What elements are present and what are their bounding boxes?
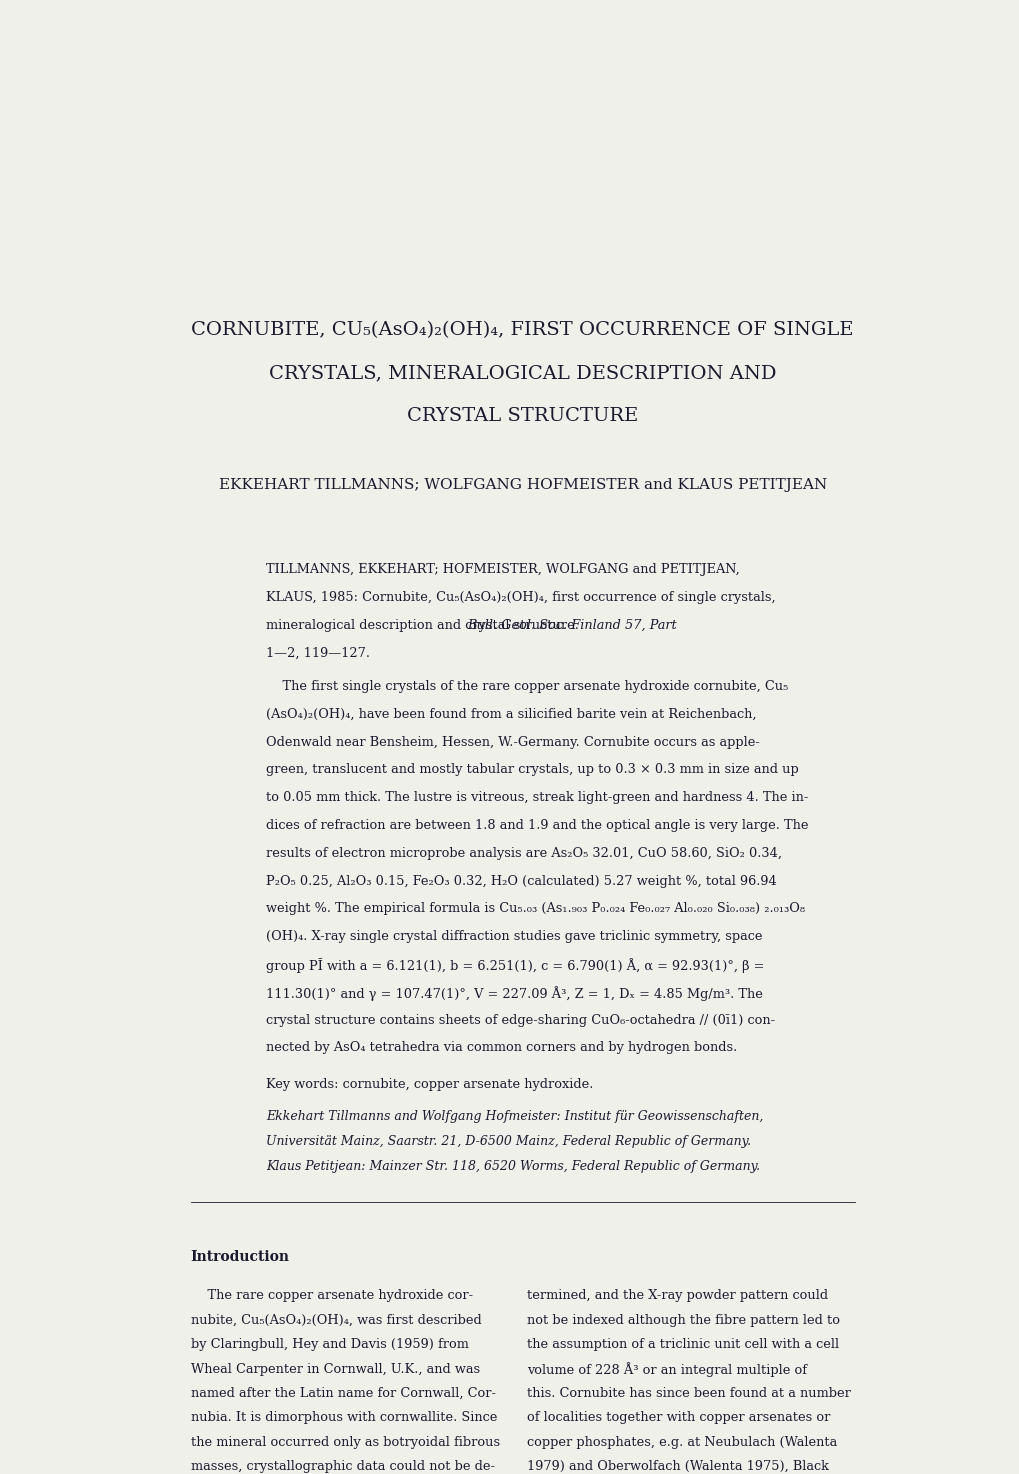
Text: to 0.05 mm thick. The lustre is vitreous, streak light-green and hardness 4. The: to 0.05 mm thick. The lustre is vitreous… — [266, 792, 807, 805]
Text: of localities together with copper arsenates or: of localities together with copper arsen… — [526, 1412, 829, 1424]
Text: CRYSTAL STRUCTURE: CRYSTAL STRUCTURE — [407, 407, 638, 426]
Text: dices of refraction are between 1.8 and 1.9 and the optical angle is very large.: dices of refraction are between 1.8 and … — [266, 820, 807, 831]
Text: The first single crystals of the rare copper arsenate hydroxide cornubite, Cu₅: The first single crystals of the rare co… — [266, 680, 788, 693]
Text: TILLMANNS, EKKEHART; HOFMEISTER, WOLFGANG and PETITJEAN,: TILLMANNS, EKKEHART; HOFMEISTER, WOLFGAN… — [266, 563, 739, 576]
Text: 1—2, 119—127.: 1—2, 119—127. — [266, 647, 370, 659]
Text: termined, and the X-ray powder pattern could: termined, and the X-ray powder pattern c… — [526, 1290, 827, 1303]
Text: Key words: cornubite, copper arsenate hydroxide.: Key words: cornubite, copper arsenate hy… — [266, 1079, 593, 1091]
Text: KLAUS, 1985: Cornubite, Cu₅(AsO₄)₂(OH)₄, first occurrence of single crystals,: KLAUS, 1985: Cornubite, Cu₅(AsO₄)₂(OH)₄,… — [266, 591, 774, 604]
Text: Universität Mainz, Saarstr. 21, D-6500 Mainz, Federal Republic of Germany.: Universität Mainz, Saarstr. 21, D-6500 M… — [266, 1135, 750, 1148]
Text: the mineral occurred only as botryoidal fibrous: the mineral occurred only as botryoidal … — [191, 1436, 499, 1449]
Text: nubia. It is dimorphous with cornwallite. Since: nubia. It is dimorphous with cornwallite… — [191, 1412, 496, 1424]
Text: by Claringbull, Hey and Davis (1959) from: by Claringbull, Hey and Davis (1959) fro… — [191, 1338, 468, 1352]
Text: named after the Latin name for Cornwall, Cor-: named after the Latin name for Cornwall,… — [191, 1387, 495, 1400]
Text: P₂O₅ 0.25, Al₂O₃ 0.15, Fe₂O₃ 0.32, H₂O (calculated) 5.27 weight %, total 96.94: P₂O₅ 0.25, Al₂O₃ 0.15, Fe₂O₃ 0.32, H₂O (… — [266, 874, 775, 887]
Text: green, translucent and mostly tabular crystals, up to 0.3 × 0.3 mm in size and u: green, translucent and mostly tabular cr… — [266, 764, 798, 777]
Text: the assumption of a triclinic unit cell with a cell: the assumption of a triclinic unit cell … — [526, 1338, 838, 1352]
Text: nubite, Cu₅(AsO₄)₂(OH)₄, was first described: nubite, Cu₅(AsO₄)₂(OH)₄, was first descr… — [191, 1313, 481, 1327]
Text: CRYSTALS, MINERALOGICAL DESCRIPTION AND: CRYSTALS, MINERALOGICAL DESCRIPTION AND — [269, 364, 775, 382]
Text: volume of 228 Å³ or an integral multiple of: volume of 228 Å³ or an integral multiple… — [526, 1362, 806, 1378]
Text: crystal structure contains sheets of edge-sharing CuO₆-octahedra // (0ī1) con-: crystal structure contains sheets of edg… — [266, 1014, 774, 1026]
Text: results of electron microprobe analysis are As₂O₅ 32.01, CuO 58.60, SiO₂ 0.34,: results of electron microprobe analysis … — [266, 846, 782, 859]
Text: Klaus Petitjean: Mainzer Str. 118, 6520 Worms, Federal Republic of Germany.: Klaus Petitjean: Mainzer Str. 118, 6520 … — [266, 1160, 759, 1173]
Text: CORNUBITE, CU₅(AsO₄)₂(OH)₄, FIRST OCCURRENCE OF SINGLE: CORNUBITE, CU₅(AsO₄)₂(OH)₄, FIRST OCCURR… — [192, 321, 853, 339]
Text: 1979) and Oberwolfach (Walenta 1975), Black: 1979) and Oberwolfach (Walenta 1975), Bl… — [526, 1461, 827, 1473]
Text: group PĪ with a = 6.121(1), b = 6.251(1), c = 6.790(1) Å, α = 92.93(1)°, β =: group PĪ with a = 6.121(1), b = 6.251(1)… — [266, 958, 763, 973]
Text: Ekkehart Tillmanns and Wolfgang Hofmeister: Institut für Geowissenschaften,: Ekkehart Tillmanns and Wolfgang Hofmeist… — [266, 1110, 762, 1123]
Text: mineralogical description and crystal structure.: mineralogical description and crystal st… — [266, 619, 582, 632]
Text: Wheal Carpenter in Cornwall, U.K., and was: Wheal Carpenter in Cornwall, U.K., and w… — [191, 1362, 479, 1375]
Text: Odenwald near Bensheim, Hessen, W.-Germany. Cornubite occurs as apple-: Odenwald near Bensheim, Hessen, W.-Germa… — [266, 736, 759, 749]
Text: 111.30(1)° and γ = 107.47(1)°, V = 227.09 Å³, Z = 1, Dₓ = 4.85 Mg/m³. The: 111.30(1)° and γ = 107.47(1)°, V = 227.0… — [266, 986, 762, 1001]
Text: Introduction: Introduction — [191, 1250, 289, 1263]
Text: nected by AsO₄ tetrahedra via common corners and by hydrogen bonds.: nected by AsO₄ tetrahedra via common cor… — [266, 1042, 737, 1054]
Text: not be indexed although the fibre pattern led to: not be indexed although the fibre patter… — [526, 1313, 839, 1327]
Text: weight %. The empirical formula is Cu₅.₀₃ (As₁.₉₀₃ P₀.₀₂₄ Fe₀.₀₂₇ Al₀.₀₂₀ Si₀.₀₃: weight %. The empirical formula is Cu₅.₀… — [266, 902, 804, 915]
Text: copper phosphates, e.g. at Neubulach (Walenta: copper phosphates, e.g. at Neubulach (Wa… — [526, 1436, 837, 1449]
Text: EKKEHART TILLMANNS; WOLFGANG HOFMEISTER and KLAUS PETITJEAN: EKKEHART TILLMANNS; WOLFGANG HOFMEISTER … — [218, 479, 826, 492]
Text: Bull. Geol. Soc. Finland 57, Part: Bull. Geol. Soc. Finland 57, Part — [467, 619, 677, 632]
Text: The rare copper arsenate hydroxide cor-: The rare copper arsenate hydroxide cor- — [191, 1290, 473, 1303]
Text: (OH)₄. X-ray single crystal diffraction studies gave triclinic symmetry, space: (OH)₄. X-ray single crystal diffraction … — [266, 930, 761, 943]
Text: this. Cornubite has since been found at a number: this. Cornubite has since been found at … — [526, 1387, 850, 1400]
Text: masses, crystallographic data could not be de-: masses, crystallographic data could not … — [191, 1461, 494, 1473]
Text: (AsO₄)₂(OH)₄, have been found from a silicified barite vein at Reichenbach,: (AsO₄)₂(OH)₄, have been found from a sil… — [266, 708, 756, 721]
